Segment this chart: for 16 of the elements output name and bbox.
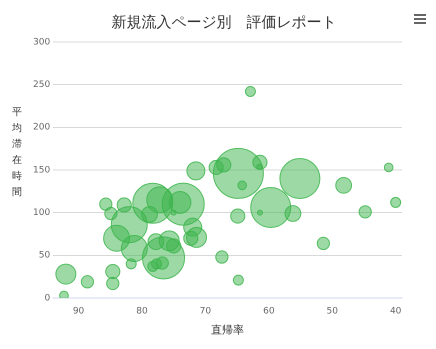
x-tick-label: 60 bbox=[263, 306, 275, 317]
y-tick-label: 0 bbox=[44, 293, 50, 304]
y-tick-label: 250 bbox=[32, 80, 50, 90]
x-tick-label: 80 bbox=[136, 306, 148, 317]
y-tick-label: 200 bbox=[32, 122, 50, 133]
y-tick-label: 100 bbox=[32, 208, 50, 218]
x-tick-label: 50 bbox=[326, 306, 338, 317]
y-tick-label: 150 bbox=[32, 165, 50, 176]
y-axis-title: 平均滞在時間 bbox=[11, 106, 23, 200]
y-tick-label: 50 bbox=[38, 250, 50, 261]
x-tick-label: 40 bbox=[390, 306, 402, 317]
chart-title: 新規流入ページ別 評価レポート bbox=[112, 12, 336, 31]
x-tick-label: 70 bbox=[200, 306, 212, 317]
y-tick-label: 300 bbox=[32, 37, 50, 48]
x-axis-title: 直帰率 bbox=[211, 323, 244, 336]
x-tick-label: 90 bbox=[72, 306, 85, 317]
